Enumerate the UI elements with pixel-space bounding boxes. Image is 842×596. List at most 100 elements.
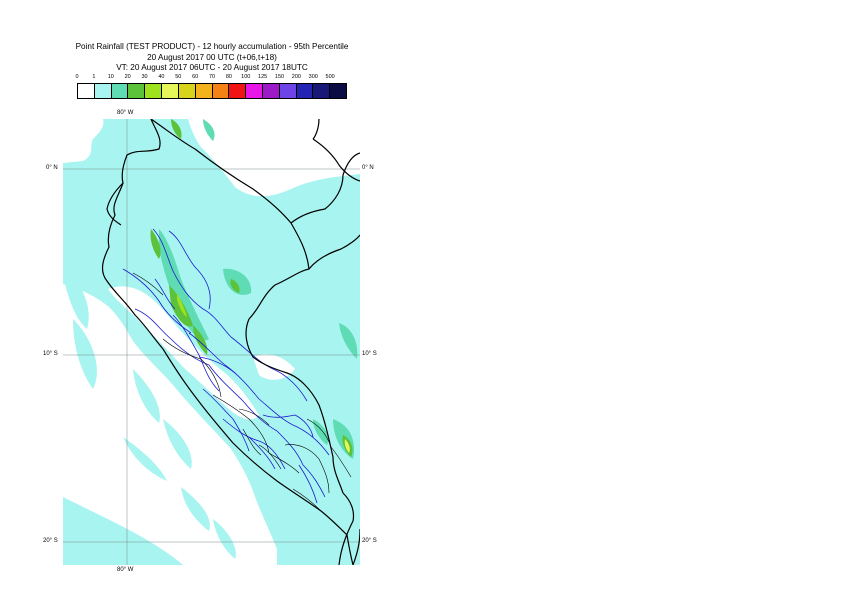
rain-streak <box>65 269 89 329</box>
rain-core-20 <box>230 279 240 293</box>
dry-area-lowland <box>253 354 295 380</box>
dry-areas <box>63 119 360 565</box>
legend-swatch <box>78 84 95 98</box>
legend-tick-label: 10 <box>107 74 114 80</box>
legend-tick-label: 500 <box>325 74 335 80</box>
ocean-rain-streaks <box>63 269 236 565</box>
lat-label-10s-left: 10° S <box>43 351 58 357</box>
legend-tick-label: 80 <box>225 74 232 80</box>
national-border-north <box>290 152 360 224</box>
legend-swatch <box>111 84 129 98</box>
region-boundary <box>248 436 276 470</box>
gulf-outline <box>106 182 124 226</box>
legend-swatch <box>229 84 247 98</box>
national-border-east <box>150 119 344 494</box>
province-boundary <box>284 444 330 494</box>
region-boundary <box>198 356 236 374</box>
rain-core-30 <box>177 293 187 317</box>
rain-core-10 <box>339 323 358 359</box>
rain-core-40 <box>344 439 350 453</box>
legend-tick-label: 60 <box>192 74 199 80</box>
province-boundary <box>132 272 164 296</box>
lat-label-20s-right: 20° S <box>362 538 377 544</box>
legend-tick-label: 0 <box>75 74 79 80</box>
legend-swatch <box>128 84 146 98</box>
lat-label-20s-left: 20° S <box>43 538 58 544</box>
title-line-3: VT: 20 August 2017 06UTC - 20 August 201… <box>116 63 308 72</box>
province-boundary <box>258 444 282 470</box>
legend-swatch <box>313 84 331 98</box>
region-boundary <box>172 314 220 392</box>
legend-swatch <box>296 84 314 98</box>
lon-label-top: 80° W <box>117 110 134 116</box>
rain-core-10 <box>203 119 215 141</box>
region-boundary <box>122 268 192 334</box>
legend-tick-label: 150 <box>274 74 285 80</box>
region-boundary <box>230 336 308 402</box>
dry-area-ne <box>323 119 360 165</box>
legend-tick-label: 125 <box>258 74 268 80</box>
rain-band-south <box>63 497 183 565</box>
region-boundary <box>154 278 176 310</box>
legend-tick-label: 200 <box>291 74 301 80</box>
rain-core-20 <box>171 119 182 139</box>
rain-cores <box>150 119 358 459</box>
rain-streak <box>181 487 210 531</box>
legend-tick-label: 1 <box>92 74 96 80</box>
rain-streak <box>163 419 192 469</box>
legend-tick-label: 20 <box>124 74 131 80</box>
legend-tick-label: 100 <box>241 74 251 80</box>
legend-swatch <box>330 84 346 98</box>
color-legend: 0 1 10 20 30 40 50 60 70 80 100 125 150 200 300 500 <box>75 74 347 104</box>
legend-swatch <box>94 84 112 98</box>
region-boundary <box>134 308 210 366</box>
rain-streak <box>123 437 167 481</box>
region-boundary <box>298 464 318 504</box>
province-boundary <box>162 338 222 398</box>
rain-core-20 <box>193 325 208 355</box>
rain-core-20 <box>150 229 161 259</box>
national-border-top <box>312 119 320 140</box>
rain-streak <box>73 319 97 389</box>
regional-boundaries <box>122 228 330 504</box>
province-boundary <box>238 408 270 426</box>
legend-tick-label: 300 <box>308 74 318 80</box>
dry-area-coastal-ocean <box>63 284 277 565</box>
title-line-1: Point Rainfall (TEST PRODUCT) - 12 hourl… <box>75 42 349 51</box>
national-border-ne <box>308 234 360 270</box>
legend-swatch <box>195 84 213 98</box>
legend-tick-labels: 0 1 10 20 30 40 50 60 70 80 100 125 150 200 300 500 <box>75 74 347 82</box>
legend-swatch <box>279 84 297 98</box>
legend-tick-label: 30 <box>141 74 148 80</box>
lat-label-0n-right: 0° N <box>362 165 374 171</box>
region-boundary <box>262 414 314 438</box>
map-title: Point Rainfall (TEST PRODUCT) - 12 hourl… <box>40 42 384 74</box>
legend-swatch <box>178 84 196 98</box>
legend-color-bar <box>77 83 347 99</box>
rainfall-map <box>63 119 360 565</box>
national-borders <box>101 119 360 565</box>
region-boundary <box>152 228 232 338</box>
region-boundary <box>168 230 211 310</box>
region-boundary <box>258 398 330 456</box>
national-border-colombia <box>312 138 360 182</box>
coastline <box>101 119 354 565</box>
national-border-bolivia <box>338 492 355 565</box>
region-boundary <box>188 332 260 400</box>
dry-area-coast-inland <box>108 286 259 420</box>
lon-label-bottom: 80° W <box>117 567 134 573</box>
province-boundary <box>242 428 262 456</box>
province-boundary <box>212 394 270 454</box>
map-canvas <box>63 119 360 565</box>
legend-swatch <box>162 84 179 98</box>
rain-core-10 <box>159 229 209 341</box>
dry-area-nw <box>63 119 104 163</box>
rain-streak <box>213 519 236 559</box>
national-border-se <box>352 528 360 565</box>
region-boundary <box>208 364 278 432</box>
lat-label-0n-left: 0° N <box>46 165 58 171</box>
dry-area-north <box>188 119 360 197</box>
legend-swatch <box>262 84 280 98</box>
graticule <box>63 119 360 565</box>
legend-tick-label: 40 <box>158 74 165 80</box>
